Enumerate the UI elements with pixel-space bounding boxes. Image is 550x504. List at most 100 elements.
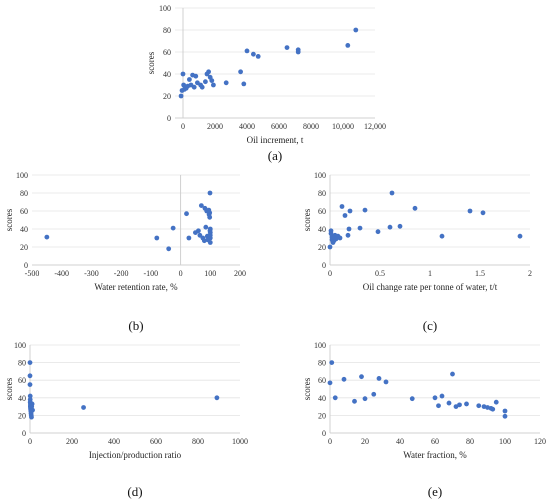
chart-2-ytick-label: 40 xyxy=(318,225,326,234)
chart-1-point xyxy=(207,210,213,216)
chart-1-panel-label: (b) xyxy=(128,318,143,333)
chart-2-point xyxy=(342,213,348,218)
chart-3-point xyxy=(27,382,33,387)
chart-0-xtick-label: 2000 xyxy=(207,122,223,131)
chart-1-point xyxy=(166,246,172,252)
chart-4-xtick-label: 100 xyxy=(499,437,511,446)
chart-0-point xyxy=(206,69,212,75)
chart-4-point xyxy=(332,395,338,401)
chart-2-y-axis-label: scores xyxy=(302,208,312,231)
chart-1-ytick-label: 0 xyxy=(24,261,28,270)
chart-2-point xyxy=(375,229,381,235)
chart-3-point xyxy=(27,373,33,379)
chart-4-point xyxy=(446,400,452,406)
chart-1-point xyxy=(184,211,189,217)
chart-1-point xyxy=(170,225,176,231)
chart-3-xtick-label: 200 xyxy=(66,437,78,446)
chart-4-ytick-label: 60 xyxy=(318,376,326,385)
chart-2-ytick-label: 80 xyxy=(318,189,326,198)
chart-4-point xyxy=(371,391,377,397)
chart-4-point xyxy=(439,393,445,399)
chart-0-point xyxy=(180,71,186,77)
chart-2-point xyxy=(328,228,334,234)
chart-0-point xyxy=(193,73,199,79)
chart-4-point xyxy=(329,360,335,365)
chart-3-point xyxy=(27,360,33,365)
chart-3-point xyxy=(27,393,33,399)
chart-0-y-axis-label: scores xyxy=(146,51,156,74)
chart-0-ytick-label: 80 xyxy=(163,26,171,35)
chart-3-ytick-label: 100 xyxy=(14,341,26,350)
chart-0-ytick-label: 20 xyxy=(163,92,171,101)
chart-4-xtick-label: 0 xyxy=(328,437,332,446)
chart-1-point xyxy=(44,234,50,240)
chart-2-point xyxy=(339,204,345,209)
chart-0-xtick-label: 8000 xyxy=(303,122,319,131)
chart-2-ytick-label: 60 xyxy=(318,207,326,216)
chart-4-xtick-label: 60 xyxy=(431,437,439,446)
chart-2-xtick-label: 1.5 xyxy=(475,269,485,278)
chart-2-point xyxy=(397,223,403,229)
chart-2-point xyxy=(346,226,352,232)
chart-1-xtick-label: 100 xyxy=(204,269,216,278)
chart-0-ytick-label: 40 xyxy=(163,70,171,79)
chart-2-point xyxy=(362,207,368,213)
chart-2-panel-label: (c) xyxy=(423,318,437,333)
chart-0-xtick-label: 12,000 xyxy=(364,122,386,131)
chart-0-xtick-label: 10,000 xyxy=(332,122,354,131)
chart-1-point xyxy=(207,228,213,234)
chart-0-point xyxy=(178,93,184,99)
chart-1-ytick-label: 20 xyxy=(20,243,28,252)
chart-4-point xyxy=(341,376,347,382)
chart-0-ytick-label: 100 xyxy=(159,4,171,13)
chart-2-xtick-label: 2 xyxy=(528,269,532,278)
chart-4-y-axis-label: scores xyxy=(302,377,312,400)
chart-2-point xyxy=(412,205,418,211)
chart-0-point xyxy=(241,81,247,87)
chart-1-ytick-label: 100 xyxy=(16,171,28,180)
chart-2-point xyxy=(337,235,343,241)
chart-1-y-axis-label: scores xyxy=(4,208,14,231)
chart-4-point xyxy=(493,399,499,405)
chart-3-point xyxy=(29,414,34,420)
chart-1-point xyxy=(196,228,201,234)
chart-0-point xyxy=(345,43,351,48)
chart-3-point xyxy=(30,407,35,413)
chart-0-point xyxy=(199,84,205,90)
chart-1-point xyxy=(207,235,213,241)
chart-3-ytick-label: 80 xyxy=(18,359,26,368)
chart-2-point xyxy=(467,208,473,214)
chart-1-ytick-label: 40 xyxy=(20,225,28,234)
chart-3-point xyxy=(214,395,220,401)
chart-3-point xyxy=(29,401,35,407)
chart-4-ytick-label: 80 xyxy=(318,359,326,368)
chart-4-point xyxy=(327,380,333,386)
chart-2-point xyxy=(357,225,363,231)
chart-4-point xyxy=(502,413,508,419)
chart-1-xtick-label: -200 xyxy=(114,269,129,278)
chart-4-point xyxy=(476,403,482,409)
chart-0-point xyxy=(203,79,208,85)
chart-4-xtick-label: 20 xyxy=(361,437,369,446)
chart-0-xtick-label: 0 xyxy=(181,122,185,131)
chart-4-point xyxy=(359,374,364,380)
chart-0-xtick-label: 6000 xyxy=(271,122,287,131)
chart-0-point xyxy=(223,80,229,86)
chart-4-point xyxy=(409,396,415,402)
chart-0-ytick-label: 0 xyxy=(167,114,171,123)
chart-2-ytick-label: 0 xyxy=(322,261,326,270)
chart-2-ytick-label: 100 xyxy=(314,171,326,180)
chart-3-xtick-label: 400 xyxy=(108,437,120,446)
chart-0-point xyxy=(284,45,290,50)
chart-4-point xyxy=(457,402,462,408)
chart-3-xtick-label: 800 xyxy=(192,437,204,446)
chart-1-point xyxy=(198,203,204,209)
chart-1-ytick-label: 60 xyxy=(20,207,28,216)
chart-2-point xyxy=(387,224,393,230)
chart-4-ytick-label: 100 xyxy=(314,341,326,350)
chart-2-point xyxy=(480,210,486,216)
chart-3-ytick-label: 20 xyxy=(18,411,26,420)
chart-1-xtick-label: 0 xyxy=(179,269,183,278)
chart-1-point xyxy=(203,224,209,230)
